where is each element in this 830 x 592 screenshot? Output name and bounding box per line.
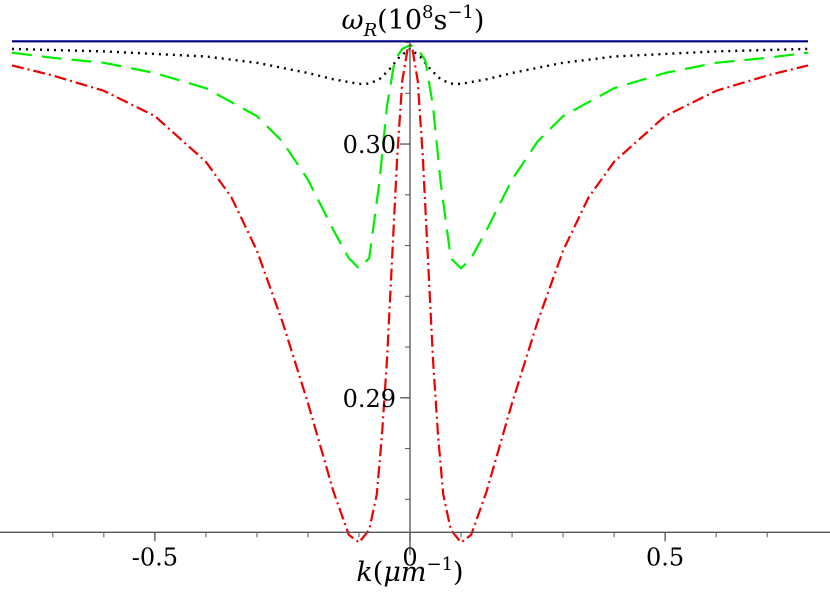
x-tick-label: -0.5 xyxy=(132,543,178,571)
ticks: -0.5 0 0.5 0.29 0.30 xyxy=(52,42,768,571)
axes: -0.5 0 0.5 0.29 0.30 xyxy=(0,42,830,571)
y-tick-label: 0.30 xyxy=(343,131,396,159)
y-axis-title: ωR(108s−1) xyxy=(342,2,485,41)
x-tick-label: 0 xyxy=(402,543,417,571)
x-axis-title: k(μm−1) xyxy=(356,554,463,588)
x-tick-label: 0.5 xyxy=(646,543,684,571)
y-tick-label: 0.29 xyxy=(343,385,396,413)
